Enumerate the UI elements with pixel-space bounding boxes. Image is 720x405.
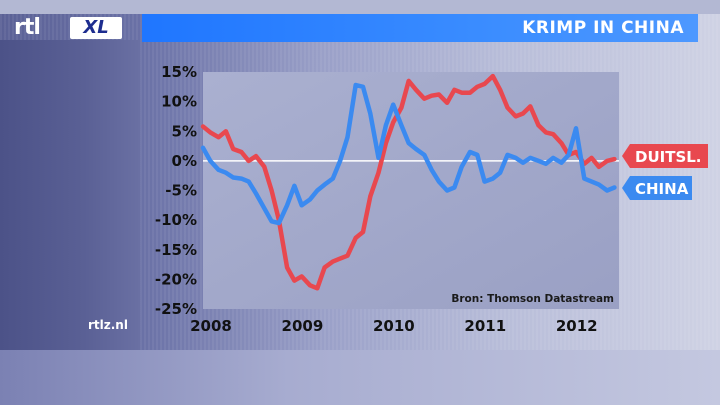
site-url: rtlz.nl (88, 318, 128, 332)
y-tick-label: -25% (155, 300, 197, 318)
chart-title: KRIMP IN CHINA (522, 18, 684, 38)
legend-box (630, 176, 692, 200)
bottom-band (0, 350, 720, 405)
legend: DUITSL. CHINA (622, 144, 708, 200)
y-tick-label: 5% (172, 122, 197, 140)
y-tick-label: 15% (161, 63, 197, 81)
y-tick-label: -20% (155, 270, 197, 288)
y-tick-label: -15% (155, 241, 197, 259)
x-tick-label: 2010 (373, 317, 415, 335)
rtlxl-logo: rtl XL (12, 14, 124, 42)
y-tick-label: 0% (172, 152, 197, 170)
x-tick-label: 2012 (556, 317, 598, 335)
left-panel (0, 40, 140, 350)
logo-text: rtl (14, 15, 41, 40)
legend-tag-china: CHINA (622, 176, 692, 200)
y-tick-label: -5% (165, 182, 197, 200)
series-line-duitsl (200, 73, 617, 291)
x-axis: 2008 2009 2010 2011 2012 (190, 317, 597, 335)
legend-box (630, 144, 708, 168)
legend-arrow (622, 176, 630, 200)
top-strip (0, 0, 720, 14)
title-bar: KRIMP IN CHINA (142, 14, 698, 42)
y-tick-label: -10% (155, 211, 197, 229)
plot-area (203, 72, 619, 309)
series-line-china (200, 82, 617, 226)
legend-label: DUITSL. (635, 148, 702, 166)
x-tick-label: 2009 (282, 317, 324, 335)
y-axis: 15% 10% 5% 0% -5% -10% -15% -20% -25% (155, 63, 197, 318)
y-tick-label: 10% (161, 93, 197, 111)
legend-label: CHINA (635, 180, 689, 198)
logo-badge: XL (70, 17, 122, 39)
series-lines (200, 73, 617, 291)
legend-tag-duitsl: DUITSL. (622, 144, 708, 168)
legend-arrow (622, 144, 630, 168)
x-tick-label: 2011 (464, 317, 506, 335)
source-note: Bron: Thomson Datastream (451, 293, 614, 305)
x-tick-label: 2008 (190, 317, 232, 335)
